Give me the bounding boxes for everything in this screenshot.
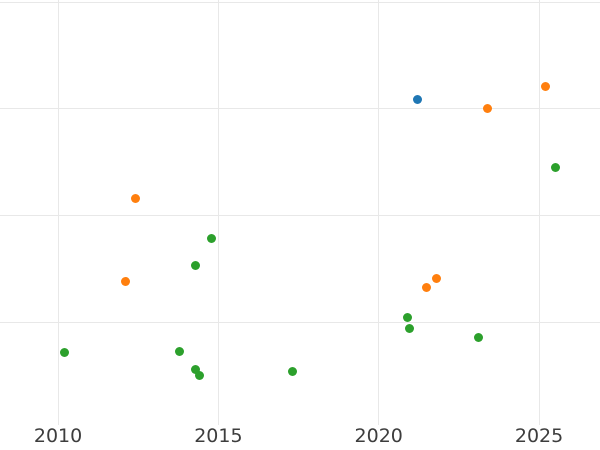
x-gridline (57, 0, 59, 425)
data-point-orange (120, 277, 130, 287)
x-tick-label: 2010 (33, 425, 83, 447)
x-gridline (217, 0, 219, 425)
y-gridline (0, 108, 600, 110)
data-point-green (207, 233, 217, 243)
data-point-orange (422, 282, 432, 292)
y-gridline (0, 321, 600, 323)
data-point-green (191, 261, 201, 271)
data-point-orange (431, 274, 441, 284)
data-point-green (59, 347, 69, 357)
x-tick-label: 2020 (354, 425, 403, 447)
data-point-orange (483, 104, 493, 114)
data-point-green (175, 346, 185, 356)
data-point-green (287, 367, 297, 377)
data-point-blue (412, 94, 422, 104)
data-point-green (404, 324, 414, 334)
data-point-green (194, 371, 204, 381)
data-point-green (191, 364, 201, 374)
x-tick-label: 2025 (514, 425, 564, 447)
y-gridline (0, 1, 600, 3)
plot-area (0, 0, 600, 425)
x-gridline (538, 0, 540, 425)
y-gridline (0, 215, 600, 217)
data-point-green (550, 163, 560, 173)
x-gridline (378, 0, 380, 425)
x-axis: 2010 2015 2020 2025 (0, 425, 600, 450)
data-point-orange (130, 194, 140, 204)
data-point-green (403, 312, 413, 322)
data-point-green (473, 332, 483, 342)
data-point-orange (540, 81, 550, 91)
x-tick-label: 2015 (194, 425, 243, 447)
